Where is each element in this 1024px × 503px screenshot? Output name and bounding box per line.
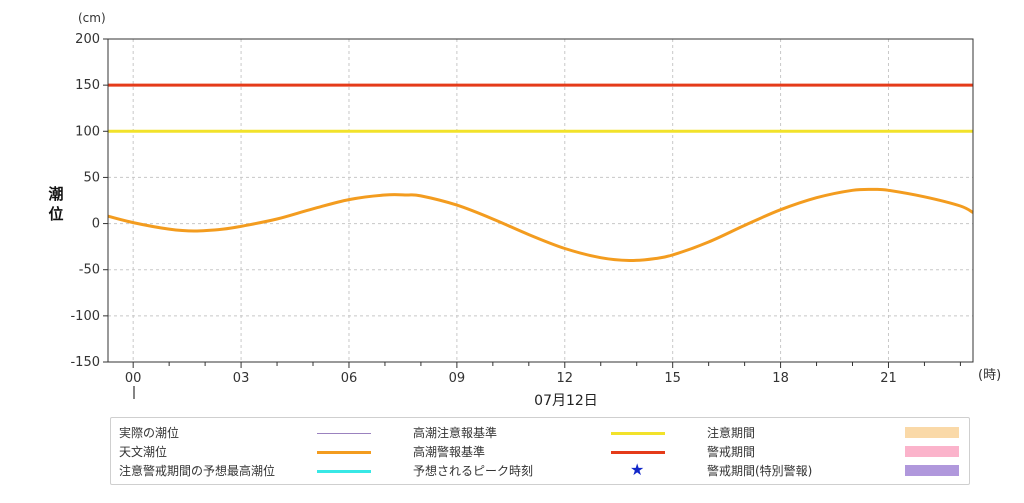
legend-line-swatch [611, 431, 665, 435]
legend-item: 注意期間 [707, 424, 987, 442]
legend-item: 予想されるピーク時刻 ★ [413, 460, 693, 480]
legend-label: 注意期間 [707, 426, 756, 440]
y-tick-label: 100 [75, 124, 100, 139]
legend-label: 実際の潮位 [119, 426, 180, 440]
y-axis-title: 潮位 [48, 185, 63, 223]
x-unit-label: (時) [978, 368, 1001, 383]
legend-item: 高潮警報基準 [413, 443, 693, 461]
x-tick-label: 09 [449, 371, 466, 386]
date-label: 07月12日 [534, 393, 598, 409]
x-tick-label: 12 [557, 371, 574, 386]
x-tick-label: 15 [664, 371, 681, 386]
legend-box-swatch [905, 446, 959, 457]
legend-item: 高潮注意報基準 [413, 424, 693, 442]
x-tick-label: 06 [341, 371, 358, 386]
legend-line-swatch [317, 450, 371, 454]
y-tick-label: 50 [83, 170, 100, 185]
legend-line-swatch [317, 469, 371, 473]
plot-frame [107, 38, 974, 363]
y-tick-label: 0 [92, 217, 100, 232]
legend: 実際の潮位 高潮注意報基準 注意期間天文潮位 高潮警報基準 警戒期間注意警戒期間の予想最… [110, 417, 970, 485]
legend-label: 予想されるピーク時刻 [413, 464, 534, 478]
plot-background [108, 39, 973, 362]
legend-label: 高潮注意報基準 [413, 426, 498, 440]
x-tick-label: 00 [125, 371, 142, 386]
y-tick-label: -150 [70, 355, 100, 370]
legend-item: 警戒期間 [707, 443, 987, 461]
y-tick-label: 200 [75, 32, 100, 47]
legend-label: 天文潮位 [119, 445, 168, 459]
legend-label: 注意警戒期間の予想最高潮位 [119, 464, 276, 478]
legend-box-swatch [905, 427, 959, 438]
legend-box-swatch [905, 465, 959, 476]
legend-label: 警戒期間(特別警報) [707, 464, 813, 478]
x-tick-label: 03 [233, 371, 250, 386]
x-tick-labels: 00 03 06 09 12 15 18 21 [125, 362, 961, 386]
series-line-天文潮位 [107, 187, 974, 263]
y-tick-labels: 200 150 100 50 0 -50 -100 -150 [70, 32, 108, 370]
legend-line-swatch [317, 432, 371, 434]
x-tick-label: 18 [772, 371, 789, 386]
series-layer [107, 83, 974, 263]
x-tick-label: 21 [880, 371, 897, 386]
star-icon: ★ [630, 460, 645, 479]
y-tick-label: -50 [79, 263, 100, 278]
y-tick-label: 150 [75, 78, 100, 93]
legend-item: 天文潮位 [119, 443, 399, 461]
tide-chart: 200 150 100 50 0 -50 -100 -150 00 03 06 09 12 15 18 21… [48, 11, 1001, 409]
legend-line-swatch [611, 450, 665, 454]
legend-label: 高潮警報基準 [413, 445, 486, 459]
legend-label: 警戒期間 [707, 445, 756, 459]
y-tick-label: -100 [70, 309, 100, 324]
legend-item: 警戒期間(特別警報) [707, 462, 987, 480]
legend-item: 注意警戒期間の予想最高潮位 [119, 462, 399, 480]
y-unit-label: (cm) [78, 11, 106, 25]
legend-item: 実際の潮位 [119, 424, 399, 442]
